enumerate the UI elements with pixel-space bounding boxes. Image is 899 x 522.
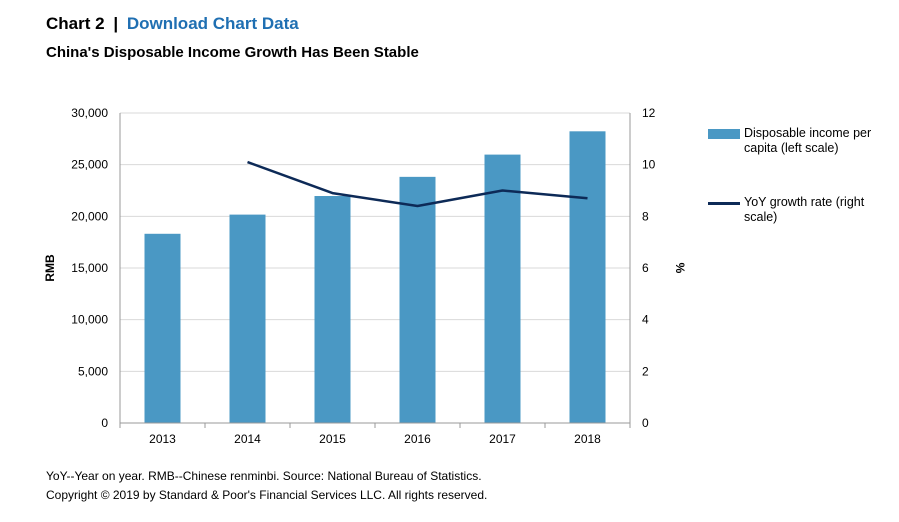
bar [569,131,606,423]
x-tick-label: 2018 [574,432,601,446]
y-right-tick-label: 0 [642,416,649,430]
y-right-tick-label: 10 [642,158,656,172]
y-left-axis-title: RMB [43,254,57,282]
legend-line-label: YoY growth rate (right scale) [744,195,865,224]
bar [399,176,436,423]
y-right-tick-label: 4 [642,313,649,327]
y-left-tick-label: 15,000 [71,261,108,275]
chart-title: China's Disposable Income Growth Has Bee… [46,44,419,61]
axes [119,113,631,428]
y-left-tick-label: 5,000 [78,364,108,378]
line-series [247,160,588,208]
x-tick-label: 2017 [489,432,516,446]
download-chart-data-link[interactable]: Download Chart Data [126,14,299,33]
x-tick-label: 2016 [404,432,431,446]
chart-header: Chart 2 | Download Chart Data [46,14,299,34]
bar [314,196,351,423]
y-left-tick-label: 0 [101,416,108,430]
source-note: YoY--Year on year. RMB--Chinese renminbi… [46,469,482,483]
tick-labels: 0 0 5,000 2 10,000 4 15,000 6 20,000 8 25,000 10 30,… [43,106,687,446]
copyright-note: Copyright © 2019 by Standard & Poor's Fi… [46,488,488,502]
y-left-tick-label: 20,000 [71,209,108,223]
legend-line-swatch [708,202,740,205]
legend-bar-swatch [708,129,740,139]
gridlines [120,112,630,372]
y-right-tick-label: 6 [642,261,649,275]
y-left-tick-label: 25,000 [71,158,108,172]
y-right-tick-label: 12 [642,106,656,120]
x-tick-label: 2014 [234,432,261,446]
y-right-axis-title: % [673,263,687,274]
chart-number: Chart 2 [46,14,105,33]
bar [229,214,266,423]
y-right-tick-label: 8 [642,209,649,223]
bar-series [144,131,606,424]
bar [144,233,181,423]
bar [484,154,521,424]
x-tick-label: 2013 [149,432,176,446]
x-tick-label: 2015 [319,432,346,446]
header-separator: | [113,14,119,33]
y-left-tick-label: 10,000 [71,313,108,327]
growth-rate-line [247,160,588,208]
y-right-tick-label: 2 [642,364,649,378]
y-left-tick-label: 30,000 [71,106,108,120]
legend-bar-label: Disposable income per capita (left scale… [744,126,872,155]
